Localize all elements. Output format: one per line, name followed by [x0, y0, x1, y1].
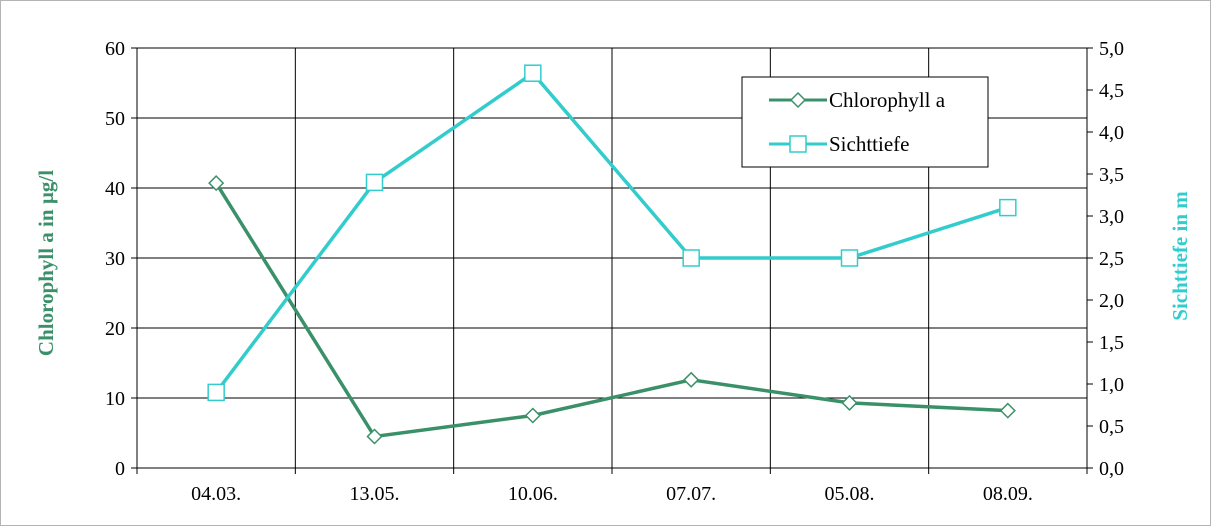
- y-tick-label: 30: [105, 248, 125, 270]
- legend-label-sichttiefe: Sichttiefe: [829, 132, 909, 156]
- y-tick-label: 10: [105, 388, 125, 410]
- y2-tick-label: 2,0: [1099, 290, 1124, 312]
- y2-tick-label: 4,5: [1099, 80, 1124, 102]
- legend-item-sichttiefe: Sichttiefe: [769, 132, 909, 156]
- data-point-sichttiefe: [365, 173, 384, 192]
- y2-tick-label: 5,0: [1099, 38, 1124, 60]
- data-point-chlorophyll: [999, 402, 1016, 419]
- y2-tick-label: 2,5: [1099, 248, 1124, 270]
- right-y-axis-ticks: 0,0 0,5 1,0 1,5 2,0 2,5 3,0 3,5 4,0 4,5 5,0: [1087, 38, 1124, 480]
- series-line-chlorophyll: [214, 182, 1008, 439]
- x-tick-label: 10.06.: [508, 483, 558, 505]
- y2-tick-label: 1,0: [1099, 374, 1124, 396]
- left-y-axis-ticks: 0 10 20 30 40 50 60: [105, 38, 137, 480]
- x-tick-label: 08.09.: [983, 483, 1033, 505]
- data-point-sichttiefe: [999, 198, 1017, 217]
- y2-tick-label: 0,5: [1099, 416, 1124, 438]
- x-tick-label: 05.08.: [825, 483, 875, 505]
- y2-tick-label: 3,0: [1099, 206, 1124, 228]
- y-tick-label: 40: [105, 178, 125, 200]
- legend-item-chlorophyll: Chlorophyll a: [769, 88, 946, 112]
- data-point-sichttiefe: [207, 383, 225, 402]
- data-point-chlorophyll: [208, 175, 225, 192]
- legend-box: [741, 76, 989, 168]
- x-tick-label: 07.07.: [666, 483, 716, 505]
- legend-label-chlorophyll: Chlorophyll a: [829, 88, 946, 112]
- y-tick-label: 50: [105, 108, 125, 130]
- series-line-sichttiefe: [214, 71, 1009, 394]
- x-tick-label: 04.03.: [191, 483, 241, 505]
- data-point-sichttiefe: [524, 64, 542, 82]
- data-point-chlorophyll: [841, 394, 858, 411]
- legend: Chlorophyll a Sichttiefe: [741, 76, 989, 168]
- y2-tick-label: 0,0: [1099, 458, 1124, 480]
- y-tick-label: 20: [105, 318, 125, 340]
- y2-tick-label: 1,5: [1099, 332, 1124, 354]
- data-point-sichttiefe: [840, 249, 859, 267]
- data-point-chlorophyll: [524, 407, 541, 424]
- y-tick-label: 0: [115, 458, 125, 480]
- legend-marker-diamond: [789, 91, 807, 109]
- y-tick-label: 60: [105, 38, 125, 60]
- legend-marker-square: [789, 135, 807, 153]
- y2-tick-label: 4,0: [1099, 122, 1124, 144]
- series-lines: [207, 64, 1017, 445]
- data-point-chlorophyll: [366, 428, 383, 445]
- right-y-axis-title: Sichttiefe in m: [1168, 191, 1192, 321]
- left-y-axis-title: Chlorophyll a in µg/l: [34, 170, 58, 356]
- data-point-sichttiefe: [682, 249, 700, 267]
- y2-tick-label: 3,5: [1099, 164, 1124, 186]
- data-point-chlorophyll: [683, 371, 700, 388]
- x-tick-label: 13.05.: [350, 483, 400, 505]
- x-axis-ticks: 04.03. 13.05. 10.06. 07.07. 05.08. 08.09.: [136, 468, 1088, 505]
